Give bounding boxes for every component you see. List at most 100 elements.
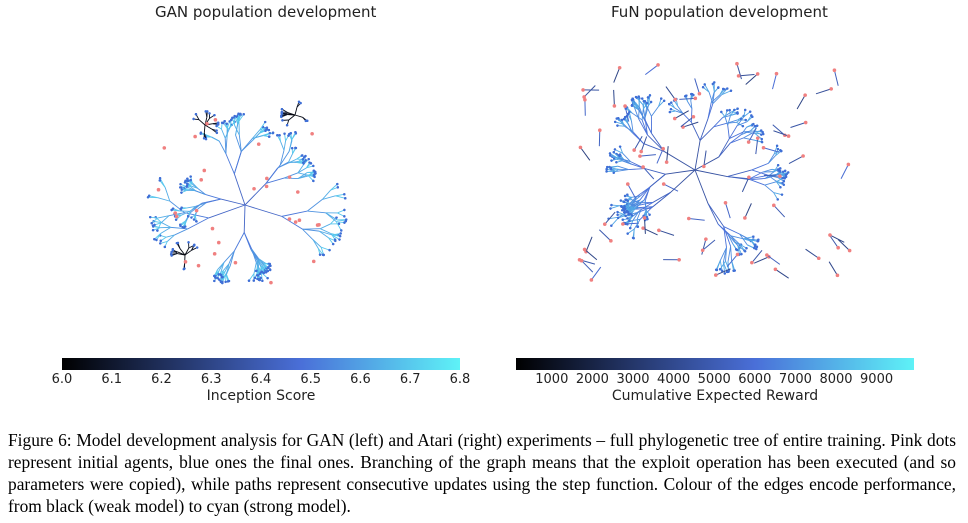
tree-edge xyxy=(633,136,643,151)
tree-edge xyxy=(627,228,635,234)
agent-dot xyxy=(221,275,224,279)
tree-edge xyxy=(251,248,260,260)
tree-edge xyxy=(712,91,715,104)
tree-edge xyxy=(258,258,266,264)
agent-dot xyxy=(343,221,346,224)
agent-dot xyxy=(337,222,341,226)
agent-dot xyxy=(181,225,184,229)
tree-edge xyxy=(604,211,616,225)
agent-dot xyxy=(266,276,269,280)
tree-edge xyxy=(712,94,723,104)
tree-edge xyxy=(312,239,322,248)
agent-dot xyxy=(257,274,260,277)
tree-edge xyxy=(284,177,299,180)
agent-dot xyxy=(293,220,298,224)
agent-dot xyxy=(632,148,636,152)
tree-edge xyxy=(283,140,287,151)
tree-edge xyxy=(682,112,692,123)
tree-edge xyxy=(764,181,777,186)
tree-edge xyxy=(743,236,754,240)
tree-edge xyxy=(156,222,162,231)
tree-edge xyxy=(252,135,263,139)
tree-edge xyxy=(265,167,278,184)
agent-dot xyxy=(620,205,623,209)
agent-dot xyxy=(760,140,764,144)
tree-edge xyxy=(773,130,789,137)
tree-edge xyxy=(258,260,264,268)
agent-dot xyxy=(267,128,271,132)
tree-edge xyxy=(632,209,642,216)
tree-edge xyxy=(663,183,679,192)
tree-edge xyxy=(225,153,235,174)
agent-dot xyxy=(781,177,785,180)
agent-dot xyxy=(610,203,613,207)
tree-edge xyxy=(665,169,696,175)
agent-dot xyxy=(578,145,583,150)
agent-dot xyxy=(618,145,622,148)
agent-dot xyxy=(262,271,265,275)
tree-edge xyxy=(320,228,332,235)
agent-dot xyxy=(338,238,341,241)
tree-edge xyxy=(205,194,222,200)
tree-edge xyxy=(150,216,158,219)
agent-dot xyxy=(159,239,162,243)
tree-edge xyxy=(674,110,689,119)
agent-dot xyxy=(720,269,724,273)
agent-dot xyxy=(735,61,739,66)
agent-dot xyxy=(312,179,315,183)
tree-edge xyxy=(166,234,175,242)
tree-edge xyxy=(745,73,759,85)
tree-edge xyxy=(203,124,206,134)
agent-dot xyxy=(609,239,613,243)
tree-edge xyxy=(259,127,266,134)
tree-edge xyxy=(322,189,332,200)
tree-edge xyxy=(616,118,625,125)
tree-edge xyxy=(755,138,759,155)
agent-dot xyxy=(645,102,649,105)
agent-dot xyxy=(204,110,207,113)
agent-dot xyxy=(215,129,218,132)
tree-edge xyxy=(320,246,330,251)
agent-dot xyxy=(311,259,316,264)
agent-dot xyxy=(784,173,788,177)
tree-edge xyxy=(751,249,763,263)
agent-dot xyxy=(623,194,627,198)
tree-edge xyxy=(730,235,740,245)
tree-edge xyxy=(746,115,752,122)
tree-edge xyxy=(170,226,188,230)
tree-edge xyxy=(614,149,623,154)
tree-edge xyxy=(710,94,721,104)
tree-edge xyxy=(581,260,594,273)
tree-edge xyxy=(335,195,346,199)
tree-edge xyxy=(723,226,740,235)
tree-edge xyxy=(206,198,222,204)
agent-dot xyxy=(747,175,751,180)
tree-edge xyxy=(235,134,242,152)
tree-edge xyxy=(238,135,242,152)
tree-edge xyxy=(331,234,340,240)
agent-dot xyxy=(170,250,173,254)
agent-dot xyxy=(252,279,255,282)
agent-dot xyxy=(283,132,286,135)
tree-edge xyxy=(197,188,206,195)
agent-dot xyxy=(344,197,347,200)
agent-dot xyxy=(759,129,763,132)
agent-dot xyxy=(290,147,294,150)
agent-dot xyxy=(649,100,653,104)
tree-edge xyxy=(260,272,263,281)
agent-dot xyxy=(180,188,183,191)
reward-label: Cumulative Expected Reward xyxy=(611,388,819,404)
tree-edge xyxy=(658,229,675,236)
agent-dot xyxy=(303,156,306,159)
agent-dot xyxy=(755,247,758,251)
tree-edge xyxy=(723,226,727,248)
agent-dot xyxy=(170,254,173,257)
agent-dot xyxy=(609,207,612,210)
agent-dot xyxy=(732,269,735,272)
colorbar-tick: 8000 xyxy=(819,372,853,387)
agent-dot xyxy=(725,109,729,112)
agent-dot xyxy=(328,248,331,252)
tree-edge xyxy=(729,131,744,139)
tree-edge xyxy=(220,275,226,283)
agent-dot xyxy=(773,267,778,272)
